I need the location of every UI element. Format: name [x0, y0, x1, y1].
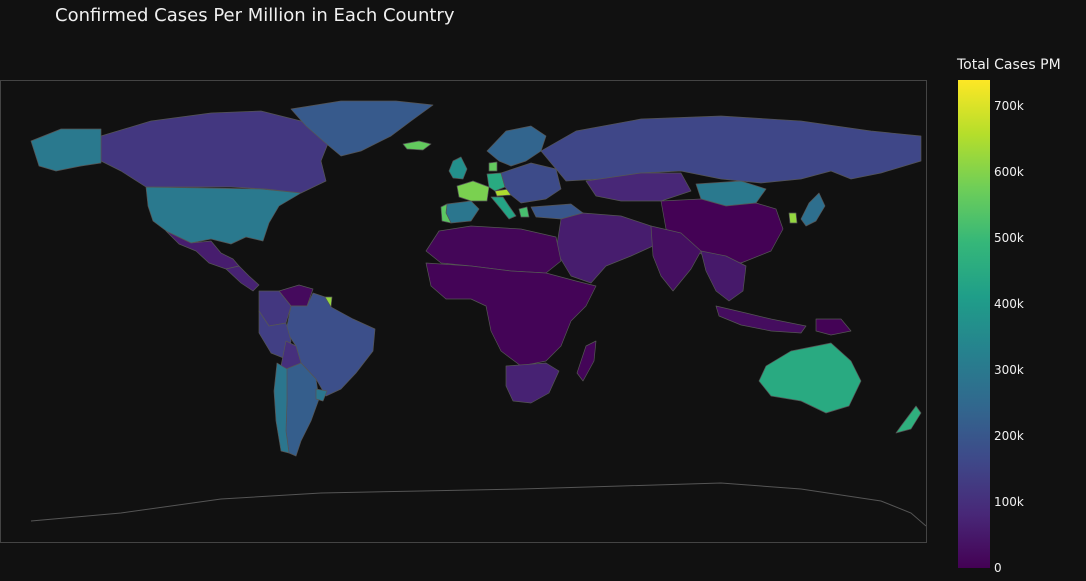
antarctica-outline	[30, 482, 926, 527]
region-france[interactable]	[456, 180, 490, 202]
region-united-states[interactable]	[145, 186, 302, 245]
region-alaska-usa[interactable]	[30, 128, 102, 172]
colorbar-tick-label: 100k	[994, 495, 1024, 510]
region-south-africa[interactable]	[505, 362, 560, 404]
map-frame[interactable]	[0, 80, 927, 543]
region-australia[interactable]	[758, 342, 862, 414]
region-argentina[interactable]	[285, 362, 320, 457]
region-madagascar[interactable]	[576, 340, 597, 382]
world-map[interactable]	[1, 81, 927, 543]
colorbar-tick-label: 400k	[994, 297, 1024, 312]
region-iceland[interactable]	[402, 140, 432, 151]
region-canada[interactable]	[100, 110, 332, 194]
region-central-america[interactable]	[225, 265, 260, 292]
region-kazakhstan[interactable]	[585, 172, 692, 202]
colorbar-tick-label: 300k	[994, 363, 1024, 378]
region-denmark[interactable]	[488, 161, 498, 172]
region-indonesia[interactable]	[715, 305, 807, 334]
region-scandinavia[interactable]	[486, 125, 547, 167]
region-india[interactable]	[650, 225, 702, 292]
region-russia[interactable]	[540, 115, 922, 184]
region-new-zealand[interactable]	[895, 405, 922, 434]
region-papua-new-guinea[interactable]	[815, 318, 852, 336]
region-italy[interactable]	[490, 196, 517, 220]
region-eastern-europe[interactable]	[500, 162, 562, 204]
region-united-kingdom[interactable]	[448, 156, 468, 180]
region-middle-east[interactable]	[555, 212, 654, 284]
region-chile[interactable]	[273, 362, 290, 454]
colorbar-title: Total Cases PM	[957, 57, 1061, 73]
region-sub-saharan-africa[interactable]	[425, 262, 597, 367]
region-spain[interactable]	[445, 200, 480, 224]
colorbar-tick-label: 0	[994, 561, 1002, 575]
colorbar	[958, 80, 990, 568]
region-uruguay[interactable]	[315, 388, 328, 402]
colorbar-tick-label: 700k	[994, 99, 1024, 114]
region-portugal[interactable]	[440, 203, 452, 224]
region-germany[interactable]	[486, 172, 506, 192]
region-japan[interactable]	[800, 192, 826, 227]
region-greece[interactable]	[518, 206, 530, 218]
region-greenland[interactable]	[290, 100, 434, 157]
colorbar-tick-label: 200k	[994, 429, 1024, 444]
colorbar-tick-label: 600k	[994, 165, 1024, 180]
colorbar-tick-label: 500k	[994, 231, 1024, 246]
region-southeast-asia[interactable]	[700, 250, 747, 302]
region-south-korea[interactable]	[788, 212, 798, 224]
map-title: Confirmed Cases Per Million in Each Coun…	[55, 5, 455, 26]
